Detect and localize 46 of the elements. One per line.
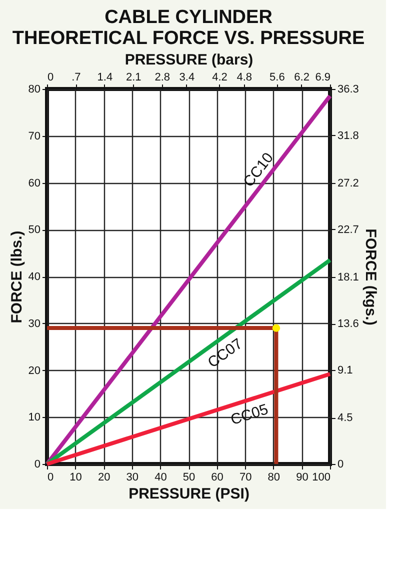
y2-tick-label: 36.3: [338, 84, 359, 96]
y2-tick-label: 27.2: [338, 178, 359, 190]
y-tick-label: 50: [28, 224, 40, 236]
y-axis-title: FORCE (lbs.): [8, 230, 26, 324]
y-tick-label: 30: [28, 318, 40, 330]
x2-tick-label: .7: [72, 72, 81, 84]
x2-tick-label: 3.4: [179, 72, 195, 84]
x2-tick-label: 5.6: [270, 72, 285, 84]
y2-tick-label: 0: [338, 458, 344, 470]
x-tick-label: 40: [154, 472, 167, 484]
x-tick-label: 30: [126, 472, 139, 484]
y2-tick-label: 31.8: [338, 130, 359, 142]
x-tick-label: 90: [296, 472, 308, 484]
x-tick-label: 60: [211, 472, 224, 484]
y-tick-label: 60: [28, 177, 40, 190]
x2-tick-label: 0: [48, 72, 54, 84]
y2-tick-label: 9.1: [338, 364, 353, 376]
y2-tick-label: 13.6: [338, 318, 359, 330]
y2-tick-label: 4.5: [338, 412, 353, 424]
y-tick-label: 20: [28, 364, 40, 377]
x-tick-label: 100: [312, 472, 330, 484]
x2-tick-label: 6.9: [315, 72, 330, 84]
x-tick-label: 80: [268, 472, 280, 484]
y2-axis-title: FORCE (kgs.): [362, 228, 379, 326]
x2-tick-label: 1.4: [97, 72, 113, 84]
y-tick-label: 70: [28, 130, 40, 142]
y-tick-label: 0: [34, 458, 40, 470]
x2-tick-label: 4.8: [236, 72, 252, 84]
y2-tick-label: 22.7: [338, 224, 359, 236]
x-tick-label: 20: [98, 472, 110, 484]
y-tick-label: 80: [28, 84, 40, 96]
x2-tick-label: 4.2: [212, 72, 228, 84]
text: CC05: [228, 400, 270, 429]
x-axis-title: PRESSURE (PSI): [128, 486, 250, 502]
x2-tick-label: 2.1: [126, 72, 142, 84]
x-tick-label: 10: [70, 472, 82, 484]
x2-tick-label: 6.2: [294, 72, 310, 84]
x2-axis-title: PRESSURE (bars): [124, 52, 254, 68]
y-tick-label: 10: [28, 412, 40, 424]
x2-tick-label: 2.8: [154, 72, 170, 84]
x-tick-label: 0: [48, 472, 54, 484]
y2-tick-label: 18.1: [338, 272, 359, 284]
y-tick-label: 40: [28, 271, 40, 283]
chart-title: CABLE CYLINDER THEORETICAL FORCE VS. PRESSURE: [12, 7, 365, 49]
x-tick-label: 70: [239, 472, 252, 484]
x-tick-label: 50: [182, 472, 196, 484]
